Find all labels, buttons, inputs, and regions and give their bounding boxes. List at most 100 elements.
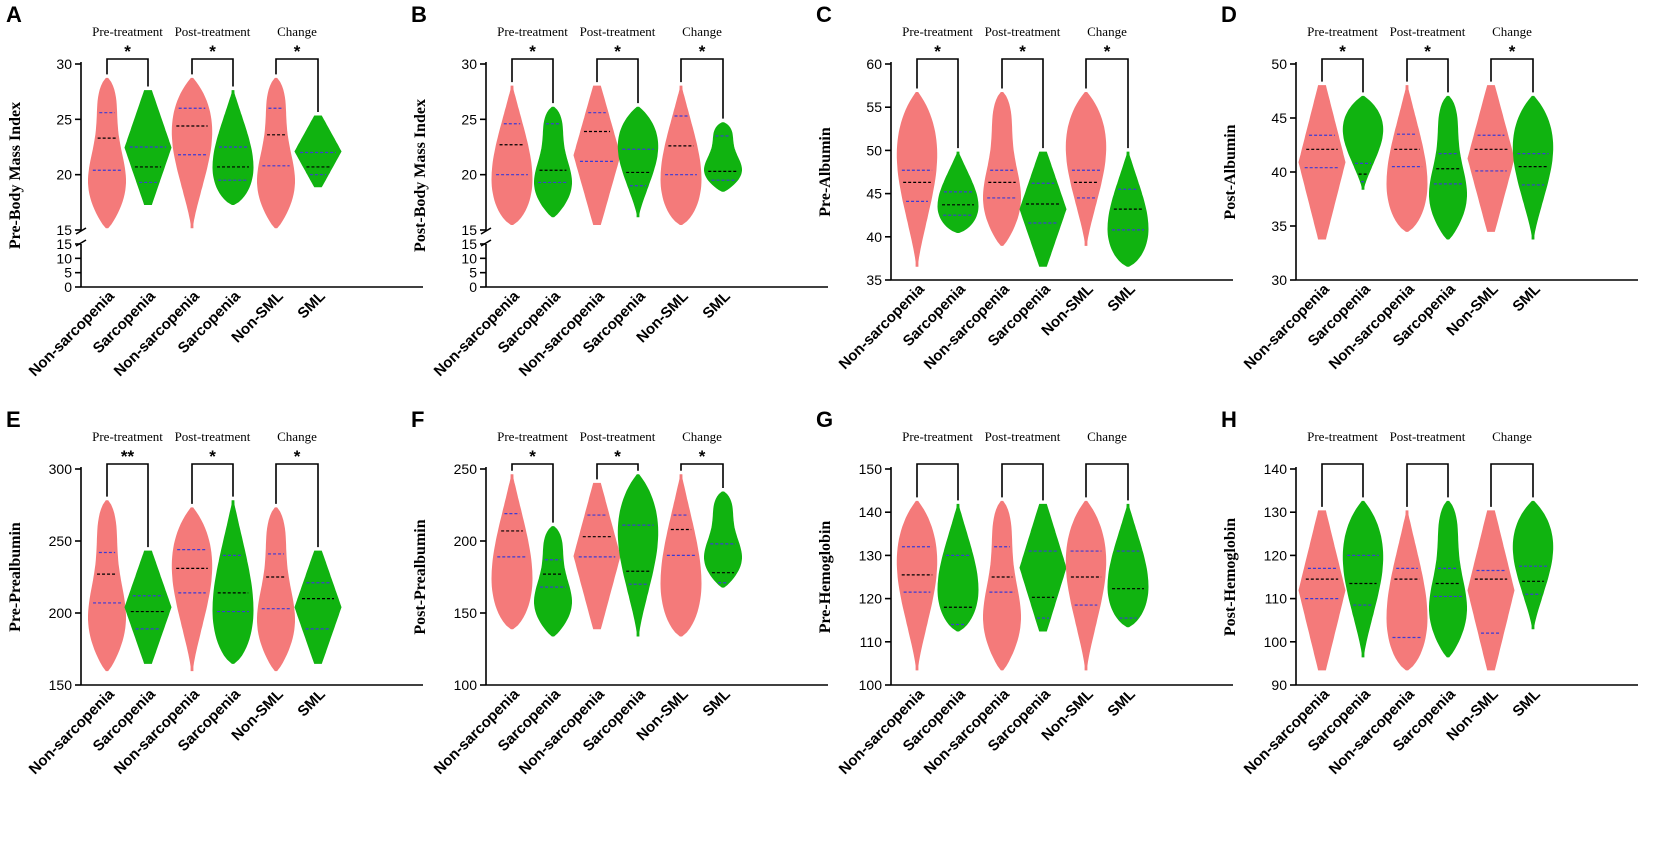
axis-break-mark [480,227,492,235]
significance-marker: * [124,42,131,61]
violin [1429,500,1467,658]
y-tick-label: 40 [1271,164,1287,180]
panel-label: F [411,407,424,432]
violin [1467,85,1515,232]
violin [124,90,172,205]
x-tick-label: SML [294,686,328,720]
group-label: Post-treatment [175,24,251,39]
y-tick-label: 150 [859,461,883,477]
group-label: Change [1492,429,1532,444]
group-label: Change [1087,24,1127,39]
x-tick-label: SML [1509,686,1543,720]
significance-marker: * [529,42,536,61]
violin [573,85,621,225]
significance-marker: * [209,447,216,466]
violin [1386,510,1428,671]
significance-bracket [511,463,554,523]
panel-C: C Pre-Albumin 35 40 45 50 55 60 Pre-treatment * Po… [816,2,1233,373]
violin [171,77,213,229]
significance-bracket [916,463,959,501]
panel-H: H Post-Hemoglobin 90 100 110 120 130 140 Pre-tre… [1221,407,1638,778]
violin [491,85,533,225]
violin [896,92,938,267]
violin [491,474,533,630]
significance-marker: * [699,447,706,466]
violin [1512,95,1554,240]
group-label: Post-treatment [175,429,251,444]
y-axis-label: Post-Albumin [1222,124,1239,219]
significance-marker: * [294,447,301,466]
y-tick-label: 110 [1265,591,1288,607]
group-label: Pre-treatment [497,429,568,444]
significance-marker: * [1019,42,1026,61]
significance-bracket [1406,463,1449,507]
y-tick-label: 15 [56,236,72,252]
y-axis-label: Pre-Albumin [817,127,834,217]
violin [1467,510,1515,671]
group-label: Change [1087,429,1127,444]
y-tick-label: 250 [454,461,478,477]
group-label: Pre-treatment [1307,24,1378,39]
y-tick-label: 5 [469,265,477,281]
y-tick-label: 25 [56,111,72,127]
y-tick-label: 200 [454,533,478,549]
panel-E: E Pre-Prealbumin 150 200 250 300 Pre-treatment… [6,407,423,778]
group-label: Pre-treatment [497,24,568,39]
violin [294,550,342,664]
group-label: Pre-treatment [1307,429,1378,444]
violin [124,550,172,664]
violin [617,474,659,637]
significance-bracket [1490,58,1534,93]
violin [212,500,254,664]
violin [983,500,1021,671]
y-tick-label: 30 [461,56,477,72]
y-tick-label: 35 [1271,218,1287,234]
violin [534,526,572,637]
group-label: Post-treatment [985,429,1061,444]
violin [1065,500,1107,671]
violin [896,500,938,671]
violin [937,151,979,233]
y-tick-label: 120 [859,591,883,607]
y-tick-label: 130 [859,547,883,563]
group-label: Change [277,429,317,444]
violin [1298,85,1346,240]
significance-bracket [1085,58,1129,149]
y-tick-label: 50 [1271,56,1287,72]
panel-label: A [6,2,22,27]
group-label: Change [682,24,722,39]
y-tick-label: 150 [49,677,73,693]
violin [1342,500,1384,658]
panel-D: D Post-Albumin 30 35 40 45 50 Pre-treatment * Pos… [1221,2,1638,373]
significance-marker: * [529,447,536,466]
significance-marker: * [699,42,706,61]
significance-marker: * [294,42,301,61]
y-tick-label: 100 [1264,634,1288,650]
y-tick-label: 35 [866,272,882,288]
y-axis-label: Post-Prealbumin [412,519,429,634]
y-tick-label: 30 [1271,272,1287,288]
y-tick-label: 60 [866,56,882,72]
group-label: Post-treatment [580,24,656,39]
group-label: Post-treatment [580,429,656,444]
violin [1429,95,1467,240]
axis-break-mark [75,227,87,235]
violin [1065,92,1107,246]
significance-bracket [191,58,234,87]
significance-marker: * [614,42,621,61]
significance-bracket [680,463,724,489]
x-tick-label: SML [699,288,733,322]
significance-marker: * [1339,42,1346,61]
significance-bracket [680,58,724,119]
y-axis-label: Post-Body Mass Index [412,99,429,252]
violin [1019,151,1067,267]
violin [660,85,702,225]
significance-marker: * [1104,42,1111,61]
significance-bracket [275,463,319,548]
violin [937,503,979,632]
violin [704,491,742,588]
violin [294,115,342,188]
